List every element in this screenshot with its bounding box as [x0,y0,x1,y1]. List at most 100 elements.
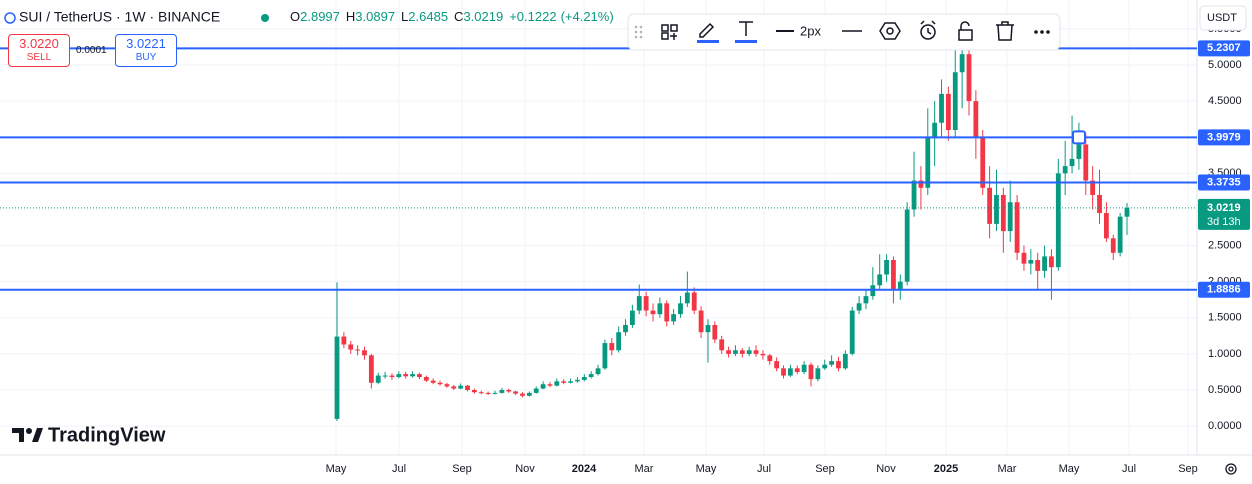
candle-body [836,361,841,369]
drag-handle [634,25,643,39]
candle-body [664,303,670,322]
candle-body [719,339,725,351]
settings-button[interactable] [879,22,901,40]
candle-body [650,310,656,315]
ohlc-letter: O [290,9,300,24]
line-width-label[interactable]: 2px [800,23,821,38]
candle-body [994,195,999,224]
sell-price[interactable]: 3.0220 [19,36,59,51]
ohlc-value: 3.0219 [463,9,503,24]
candle-body [657,303,663,315]
templates-button[interactable] [661,24,678,40]
candle-body [471,390,477,393]
candle-body [526,392,532,396]
buy-label[interactable]: BUY [135,52,157,63]
ohlc-value: 2.8997 [300,9,340,24]
candle-body [1103,213,1109,239]
ohlc-letter: C [454,9,463,24]
candle-body [794,368,800,372]
overlay: 0.00000.50001.00001.50002.00002.50003.50… [0,23,1250,475]
candle-body [980,137,986,188]
buy-price[interactable]: 3.0221 [126,36,166,51]
level-anchor [1072,130,1086,145]
candle-body [410,374,415,377]
candle-body [458,385,464,389]
candle-body [629,310,635,325]
y-tick-label: 0.0000 [1208,420,1242,432]
last-price-label: 3.0219 [1207,202,1241,214]
x-tick-label: Jul [392,463,406,475]
candle-body [334,336,340,419]
candle-body [368,355,374,383]
candles [334,38,1130,422]
candle-body [382,375,388,377]
candle-body [1076,144,1082,159]
candle-body [698,310,704,333]
candle-body [671,314,677,322]
candle-body [760,353,766,356]
ohlc-legend: O2.8997 H3.0897 L2.6485 C3.0219 +0.1222 (+4.2… [290,9,614,24]
candle-body [705,325,711,333]
candle-body [808,364,814,380]
change-value: +0.1222 [509,9,556,24]
x-tick-label: Sep [1178,463,1198,475]
sell-button[interactable]: 3.0220 SELL [8,34,70,67]
level-label: 3.9979 [1207,131,1241,143]
currency-label[interactable]: USDT [1207,12,1237,24]
lock-button[interactable] [958,21,973,41]
currency-button[interactable] [1199,5,1247,31]
candle-body [355,349,361,351]
candle-body [643,296,649,311]
candle-body [389,375,395,377]
candle-body [774,361,780,369]
candle-body [430,380,436,383]
y-tick-label: 1.5000 [1208,312,1242,324]
candle-body [1069,158,1075,167]
candle-body [1083,144,1089,181]
candle-body [787,368,793,376]
candle-body [478,392,484,394]
candle-body [739,350,745,354]
candle-body [568,381,573,383]
candle-body [403,374,409,377]
candle-body [822,364,828,369]
alert-button[interactable] [920,20,936,40]
text-color-button[interactable] [735,21,757,43]
candle-body [609,343,615,351]
x-tick-label: Mar [998,463,1017,475]
buy-button[interactable]: 3.0221 BUY [115,34,177,67]
sell-label[interactable]: SELL [26,52,52,63]
delete-button[interactable] [996,21,1014,41]
brand-name: TradingView [48,424,166,446]
candle-body [540,384,546,389]
candle-body [581,377,587,380]
level-label: 3.3735 [1207,176,1241,188]
candle-body [726,350,731,354]
axis-settings-button[interactable] [1225,463,1237,475]
candle-body [1014,202,1020,253]
candle-body [499,390,505,393]
candle-body [691,292,697,311]
candle-body [932,122,938,138]
x-tick-label: Nov [515,463,535,475]
candle-body [417,374,422,377]
candle-body [891,260,896,289]
x-tick-label: 2024 [572,463,597,475]
candle-body [733,350,738,354]
candle-body [746,350,752,354]
symbol-icon [4,12,16,24]
y-tick-label: 4.5000 [1208,95,1242,107]
x-tick-label: Jul [1122,463,1136,475]
candle-body [616,332,622,351]
ohlc-letter: H [346,9,355,24]
grid [0,0,1197,455]
candle-body [952,72,958,130]
more-button[interactable] [1034,30,1050,34]
line-color-button[interactable] [697,22,719,43]
candle-body [966,54,972,102]
change-percent: (+4.21%) [561,9,614,24]
toolbar-bg [627,13,1061,51]
candle-body [554,381,560,386]
